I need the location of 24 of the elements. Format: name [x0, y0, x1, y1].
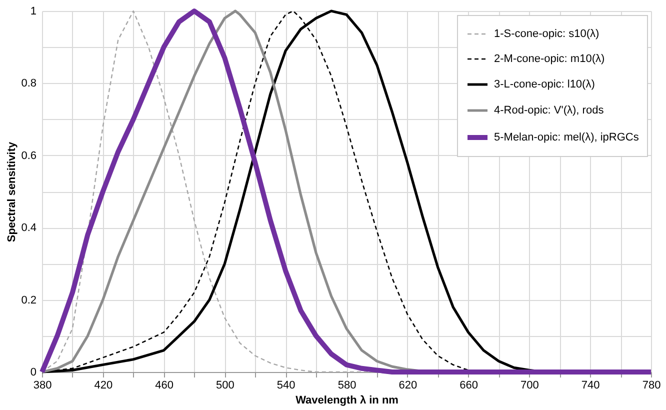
- x-tick-label: 380: [33, 380, 52, 392]
- legend-label: 3-L-cone-opic: l10(λ): [494, 78, 595, 90]
- legend-label: 5-Melan-opic: mel(λ), ipRGCs: [494, 132, 640, 144]
- y-tick-label: 0.6: [21, 150, 36, 162]
- x-tick-label: 420: [94, 380, 113, 392]
- x-tick-label: 620: [398, 380, 418, 392]
- y-tick-label: 0.4: [21, 222, 36, 234]
- x-tick-label: 780: [642, 380, 661, 392]
- x-tick-label: 740: [581, 380, 600, 392]
- y-tick-label: 0.2: [21, 294, 36, 306]
- x-tick-label: 580: [338, 380, 356, 392]
- legend-label: 1-S-cone-opic: s10(λ): [494, 28, 600, 40]
- y-tick-label: 0.8: [21, 78, 36, 90]
- x-tick-label: 700: [520, 380, 539, 392]
- y-tick-label: 1: [30, 6, 36, 18]
- x-axis-title: Wavelength λ in nm: [296, 394, 399, 406]
- y-tick-label: 0: [30, 366, 36, 378]
- legend-label: 2-M-cone-opic: m10(λ): [494, 53, 605, 65]
- y-axis-title: Spectral sensitivity: [6, 140, 18, 242]
- x-tick-label: 500: [216, 380, 234, 392]
- x-tick-label: 660: [460, 380, 478, 392]
- x-tick-label: 460: [155, 380, 174, 392]
- legend-label: 4-Rod-opic: V'(λ), rods: [494, 104, 604, 116]
- x-tick-label: 540: [276, 380, 296, 392]
